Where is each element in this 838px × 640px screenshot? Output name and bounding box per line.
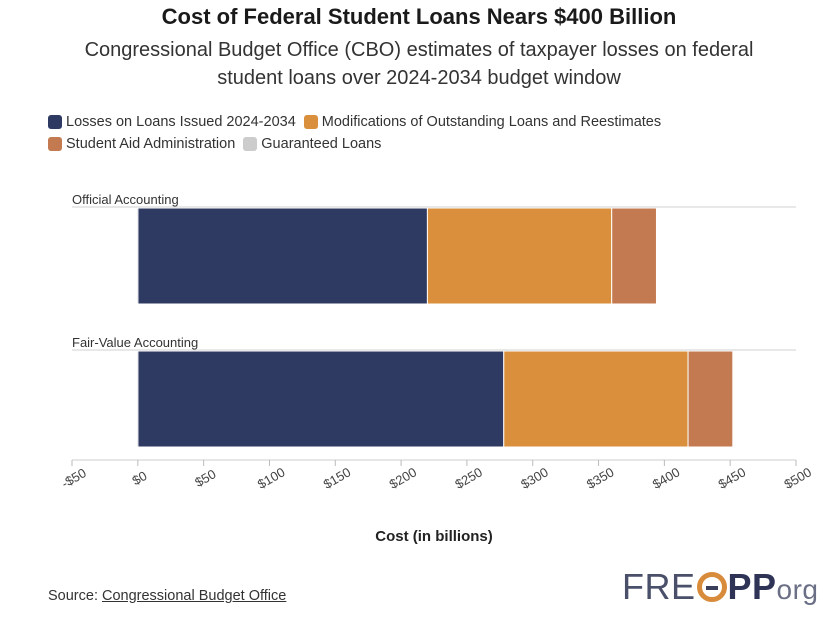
legend-label: Losses on Loans Issued 2024-2034: [66, 114, 296, 130]
legend-swatch: [243, 137, 258, 151]
x-tick-label: $200: [387, 464, 420, 491]
logo-text-pp: PP: [727, 566, 777, 607]
bar-segment-student-aid-administration: [687, 350, 734, 448]
logo-o-mark: [696, 572, 727, 602]
freopp-logo: FRE PP org: [622, 566, 819, 608]
legend-item-guaranteed[interactable]: Guaranteed Loans: [243, 136, 381, 152]
x-tick-label: $500: [781, 464, 814, 491]
x-tick-label: $450: [716, 464, 749, 491]
category-label: Official Accounting: [72, 192, 179, 207]
bar-segment-modifications-of-outstanding-loans-and-reestimates: [503, 350, 689, 448]
legend: Losses on Loans Issued 2024-2034 Modific…: [48, 112, 808, 156]
x-tick-label: $350: [584, 464, 617, 491]
source-link[interactable]: Congressional Budget Office: [102, 588, 287, 604]
legend-label: Student Aid Administration: [66, 136, 236, 152]
x-tick-label: $250: [452, 464, 485, 491]
logo-text-fre: FRE: [622, 566, 696, 607]
bar-segment-losses-on-loans-issued-2024-2034: [137, 207, 428, 305]
legend-item-losses[interactable]: Losses on Loans Issued 2024-2034: [48, 114, 296, 130]
legend-item-administration[interactable]: Student Aid Administration: [48, 136, 235, 152]
bar-segment-modifications-of-outstanding-loans-and-reestimates: [426, 207, 613, 305]
legend-swatch: [48, 115, 62, 129]
bar-segment-guaranteed-loans: [136, 350, 139, 448]
legend-label: Guaranteed Loans: [261, 136, 382, 152]
bar-segment-losses-on-loans-issued-2024-2034: [137, 350, 505, 448]
x-tick-label: $50: [192, 466, 218, 490]
chart-subtitle: Congressional Budget Office (CBO) estima…: [84, 39, 754, 89]
legend-label: Modifications of Outstanding Loans and R…: [321, 114, 662, 130]
x-tick-label: $150: [321, 464, 354, 491]
legend-item-modifications[interactable]: Modifications of Outstanding Loans and R…: [303, 114, 662, 130]
legend-swatch: [303, 115, 318, 129]
x-axis-title: Cost (in billions): [375, 528, 493, 545]
source-note: Source: Congressional Budget Office: [48, 588, 286, 604]
bar-segment-student-aid-administration: [611, 207, 657, 305]
chart-title: Cost of Federal Student Loans Nears $400…: [161, 4, 677, 29]
legend-swatch: [48, 137, 62, 151]
category-label: Fair-Value Accounting: [72, 335, 198, 350]
x-tick-label: -$50: [59, 465, 89, 491]
bar-segment-guaranteed-loans: [136, 207, 139, 305]
logo-text-org: org: [776, 574, 819, 605]
x-tick-label: $100: [255, 464, 288, 491]
source-prefix: Source:: [48, 588, 102, 604]
x-tick-label: $400: [650, 464, 683, 491]
x-tick-label: $0: [130, 468, 150, 488]
x-tick-label: $300: [518, 464, 551, 491]
